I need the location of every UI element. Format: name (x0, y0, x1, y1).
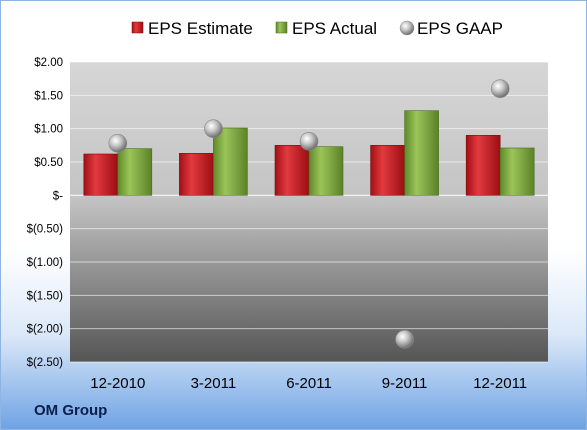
legend-swatch-actual (275, 21, 288, 34)
y-tick-label: $(1.50) (27, 290, 64, 302)
gaap-marker (490, 79, 510, 98)
gaap-markers (108, 79, 510, 349)
y-axis-ticks: $2.00 $1.50 $1.00 $0.50 $- $(0.50) $(1.00) $(1.… (27, 57, 64, 369)
gaap-marker (299, 132, 319, 151)
y-tick-label: $2.00 (34, 57, 63, 69)
actual-bar (404, 110, 439, 196)
x-tick-label: 3-2011 (191, 375, 237, 392)
y-tick-label: $0.50 (34, 157, 63, 169)
actual-bar (308, 146, 344, 196)
estimate-bar (179, 153, 214, 196)
legend-label: EPS Actual (292, 19, 377, 38)
actual-bar (213, 127, 248, 196)
y-tick-label: $1.50 (34, 90, 63, 102)
y-tick-label: $(2.50) (27, 357, 64, 369)
legend-label: EPS GAAP (417, 19, 503, 38)
x-tick-label: 6-2011 (286, 375, 332, 392)
plot-background (70, 62, 548, 362)
x-tick-label: 12-2010 (90, 375, 145, 392)
y-tick-label: $- (53, 190, 63, 202)
gaap-marker (108, 134, 128, 153)
y-tick-label: $(0.50) (27, 224, 64, 236)
plot-area (70, 62, 548, 362)
company-name: OM Group (34, 402, 108, 419)
x-axis-ticks: 12-2010 3-2011 6-2011 9-2011 12-2011 (90, 375, 527, 392)
legend: EPS Estimate EPS Actual EPS GAAP (131, 19, 503, 38)
gaap-marker (204, 119, 223, 138)
x-tick-label: 12-2011 (473, 375, 527, 392)
legend-swatch-gaap (399, 20, 415, 36)
y-tick-label: $(2.00) (27, 324, 64, 336)
estimate-bar (465, 135, 501, 196)
estimate-bar (370, 145, 405, 196)
gaap-marker (395, 330, 414, 349)
legend-label: EPS Estimate (148, 19, 253, 38)
legend-swatch-estimate (131, 21, 144, 34)
y-tick-label: $1.00 (34, 124, 63, 136)
x-tick-label: 9-2011 (382, 375, 428, 392)
estimate-bar (83, 153, 119, 196)
y-tick-label: $(1.00) (27, 257, 64, 269)
actual-bar (499, 147, 535, 196)
estimate-bar (274, 145, 310, 196)
actual-bar (117, 148, 153, 196)
bars-layer (83, 110, 535, 196)
